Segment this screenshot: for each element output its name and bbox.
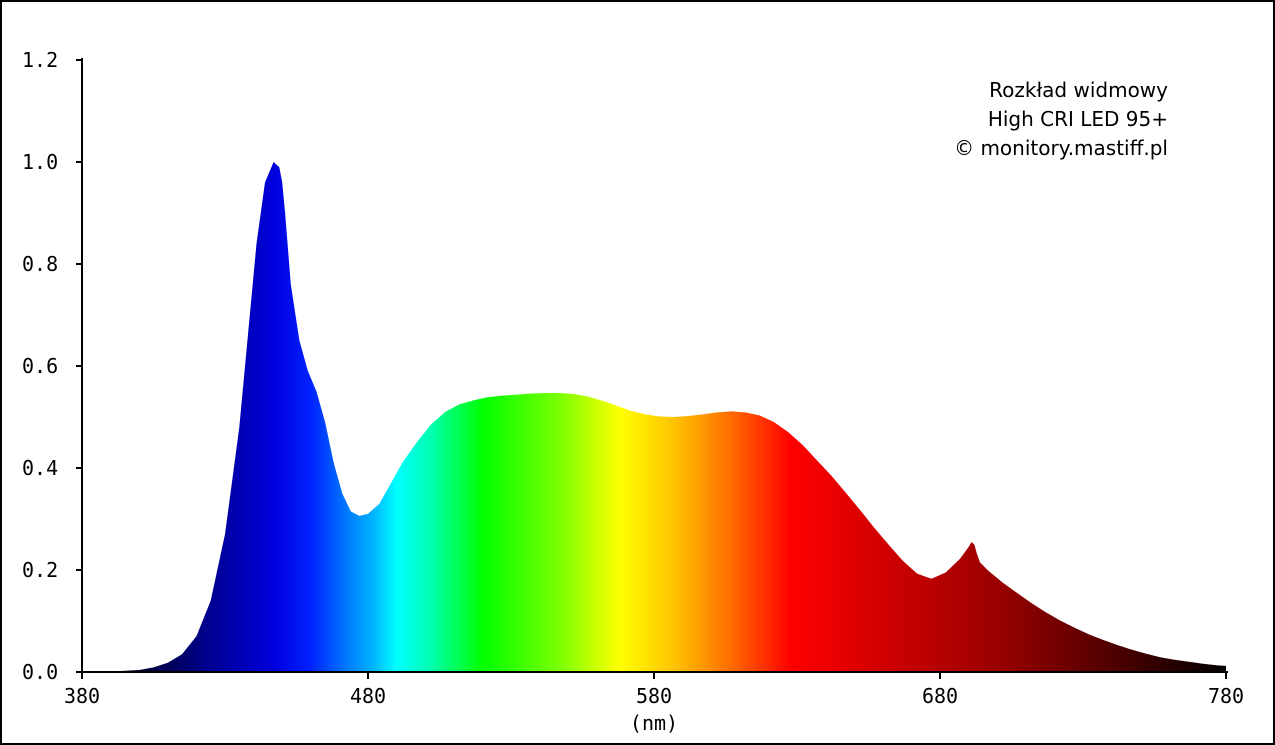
x-tick-label: 680	[922, 684, 958, 708]
y-tick-label: 0.2	[22, 558, 58, 582]
y-tick-label: 0.8	[22, 252, 58, 276]
y-tick-label: 0.6	[22, 354, 58, 378]
x-tick-label: 580	[636, 684, 672, 708]
x-tick-label: 480	[350, 684, 386, 708]
x-tick-label: 780	[1208, 684, 1244, 708]
legend: Rozkład widmowy High CRI LED 95+ © monitor…	[954, 78, 1168, 160]
x-tick-label: 380	[64, 684, 100, 708]
legend-text-line: High CRI LED 95+	[988, 107, 1168, 131]
y-tick-label: 1.0	[22, 150, 58, 174]
y-tick-label: 0.4	[22, 456, 58, 480]
y-tick-label: 0.0	[22, 660, 58, 684]
y-tick-label: 1.2	[22, 48, 58, 72]
legend-text-line: © monitory.mastiff.pl	[954, 136, 1168, 160]
x-axis-label: (nm)	[630, 711, 678, 735]
legend-text-line: Rozkład widmowy	[989, 78, 1168, 102]
spectrum-area	[82, 162, 1226, 672]
